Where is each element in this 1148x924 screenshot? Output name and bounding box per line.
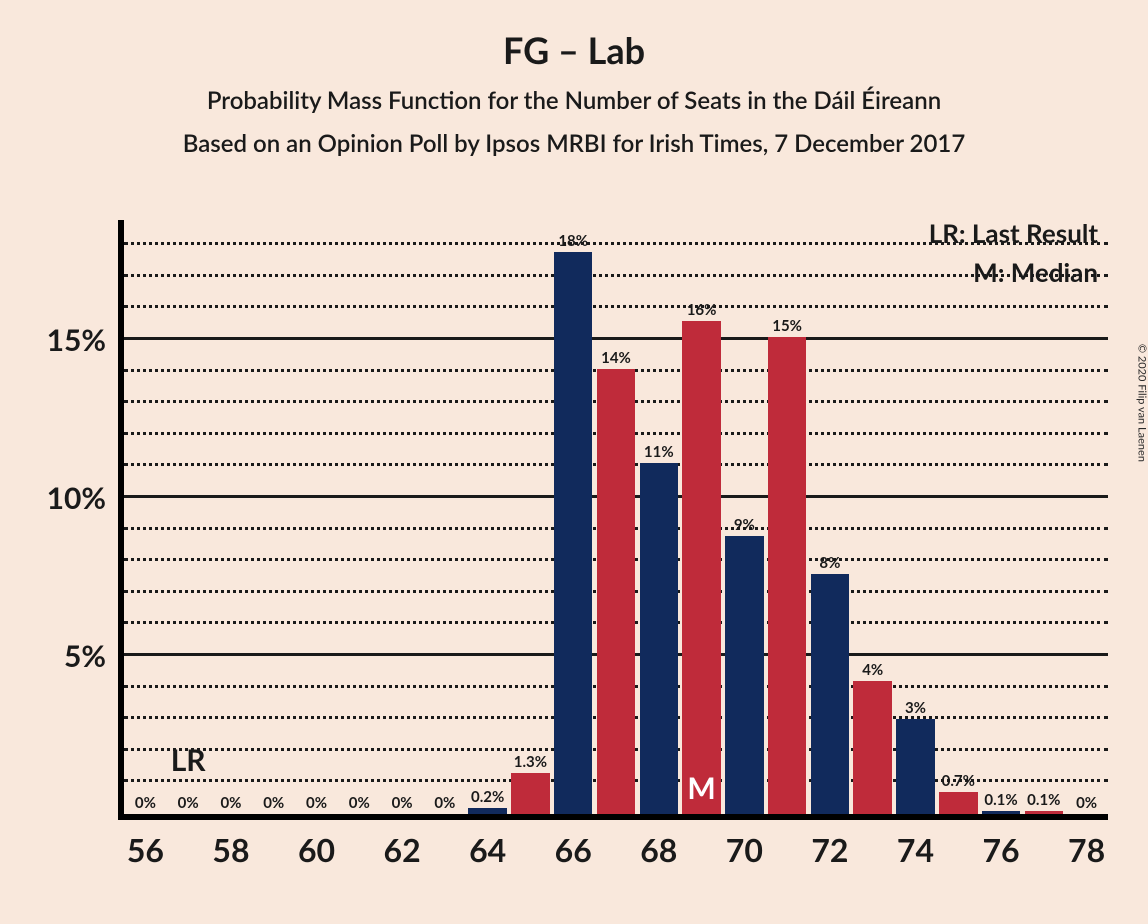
median-marker: M [687,770,715,806]
bar-value-label: 9% [734,516,755,534]
x-tick-label: 70 [726,830,763,869]
x-axis [118,814,1108,820]
copyright-text: © 2020 Filip van Laenen [1136,344,1148,462]
x-tick-label: 56 [127,830,164,869]
bar: 0.1% [1025,811,1064,814]
bar-value-label: 0% [392,794,413,812]
bar: 15% [768,337,807,814]
bar: 14% [597,369,636,815]
bar: 11% [640,463,679,814]
y-tick-label: 5% [64,638,106,674]
x-tick-label: 68 [640,830,677,869]
chart-subtitle-1: Probability Mass Function for the Number… [0,86,1148,115]
bar: 0.1% [982,811,1021,814]
y-tick-label: 10% [47,480,106,516]
chart-subtitle-2: Based on an Opinion Poll by Ipsos MRBI f… [0,129,1148,158]
bar-value-label: 0% [263,794,284,812]
bar: 8% [811,574,850,814]
bar-value-label: 11% [644,443,674,461]
bar-value-label: 0% [349,794,370,812]
x-tick-label: 76 [982,830,1019,869]
bar-value-label: 0% [306,794,327,812]
bar-value-label: 15% [772,317,802,335]
bar: 1.3% [511,773,550,814]
bar-value-label: 1.3% [514,753,547,771]
bar: 0.2% [468,808,507,814]
bar-value-label: 0.2% [471,788,504,806]
x-tick-label: 72 [811,830,848,869]
bar: 3% [896,719,935,814]
x-tick-label: 58 [212,830,249,869]
x-tick-label: 60 [298,830,335,869]
bar-value-label: 14% [601,349,631,367]
chart-title: FG – Lab [0,28,1148,72]
bar-value-label: 3% [905,699,926,717]
bar-value-label: 0% [135,794,156,812]
bar: 9% [725,536,764,814]
bar-value-label: 0% [178,794,199,812]
x-tick-label: 64 [469,830,506,869]
bar-value-label: 0.1% [984,791,1017,809]
x-tick-label: 66 [555,830,592,869]
bar-value-label: 16% [687,301,717,319]
bar-value-label: 0.1% [1027,791,1060,809]
bar: 4% [853,681,892,814]
bar-value-label: 8% [819,554,840,572]
x-tick-label: 78 [1068,830,1105,869]
bar-value-label: 18% [558,232,588,250]
bar: 16%M [682,321,721,814]
x-tick-label: 74 [897,830,934,869]
bar: 0.7% [939,792,978,814]
plot: 5%10%15% 0%0%0%0%0%0%0%0%0.2%1.3%18%14%1… [118,220,1108,820]
last-result-marker: LR [171,742,206,778]
chart-area: LR: Last Result M: Median 5%10%15% 0%0%0… [118,220,1108,820]
bar-value-label: 0% [1076,794,1097,812]
bar-value-label: 0% [220,794,241,812]
bar-value-label: 4% [862,661,883,679]
title-block: FG – Lab Probability Mass Function for t… [0,0,1148,158]
bar-value-label: 0% [434,794,455,812]
bars-container: 0%0%0%0%0%0%0%0%0.2%1.3%18%14%11%16%M9%1… [124,220,1108,814]
x-tick-label: 62 [384,830,421,869]
bar-value-label: 0.7% [942,772,975,790]
bar: 18% [554,252,593,814]
y-tick-label: 15% [47,322,106,358]
